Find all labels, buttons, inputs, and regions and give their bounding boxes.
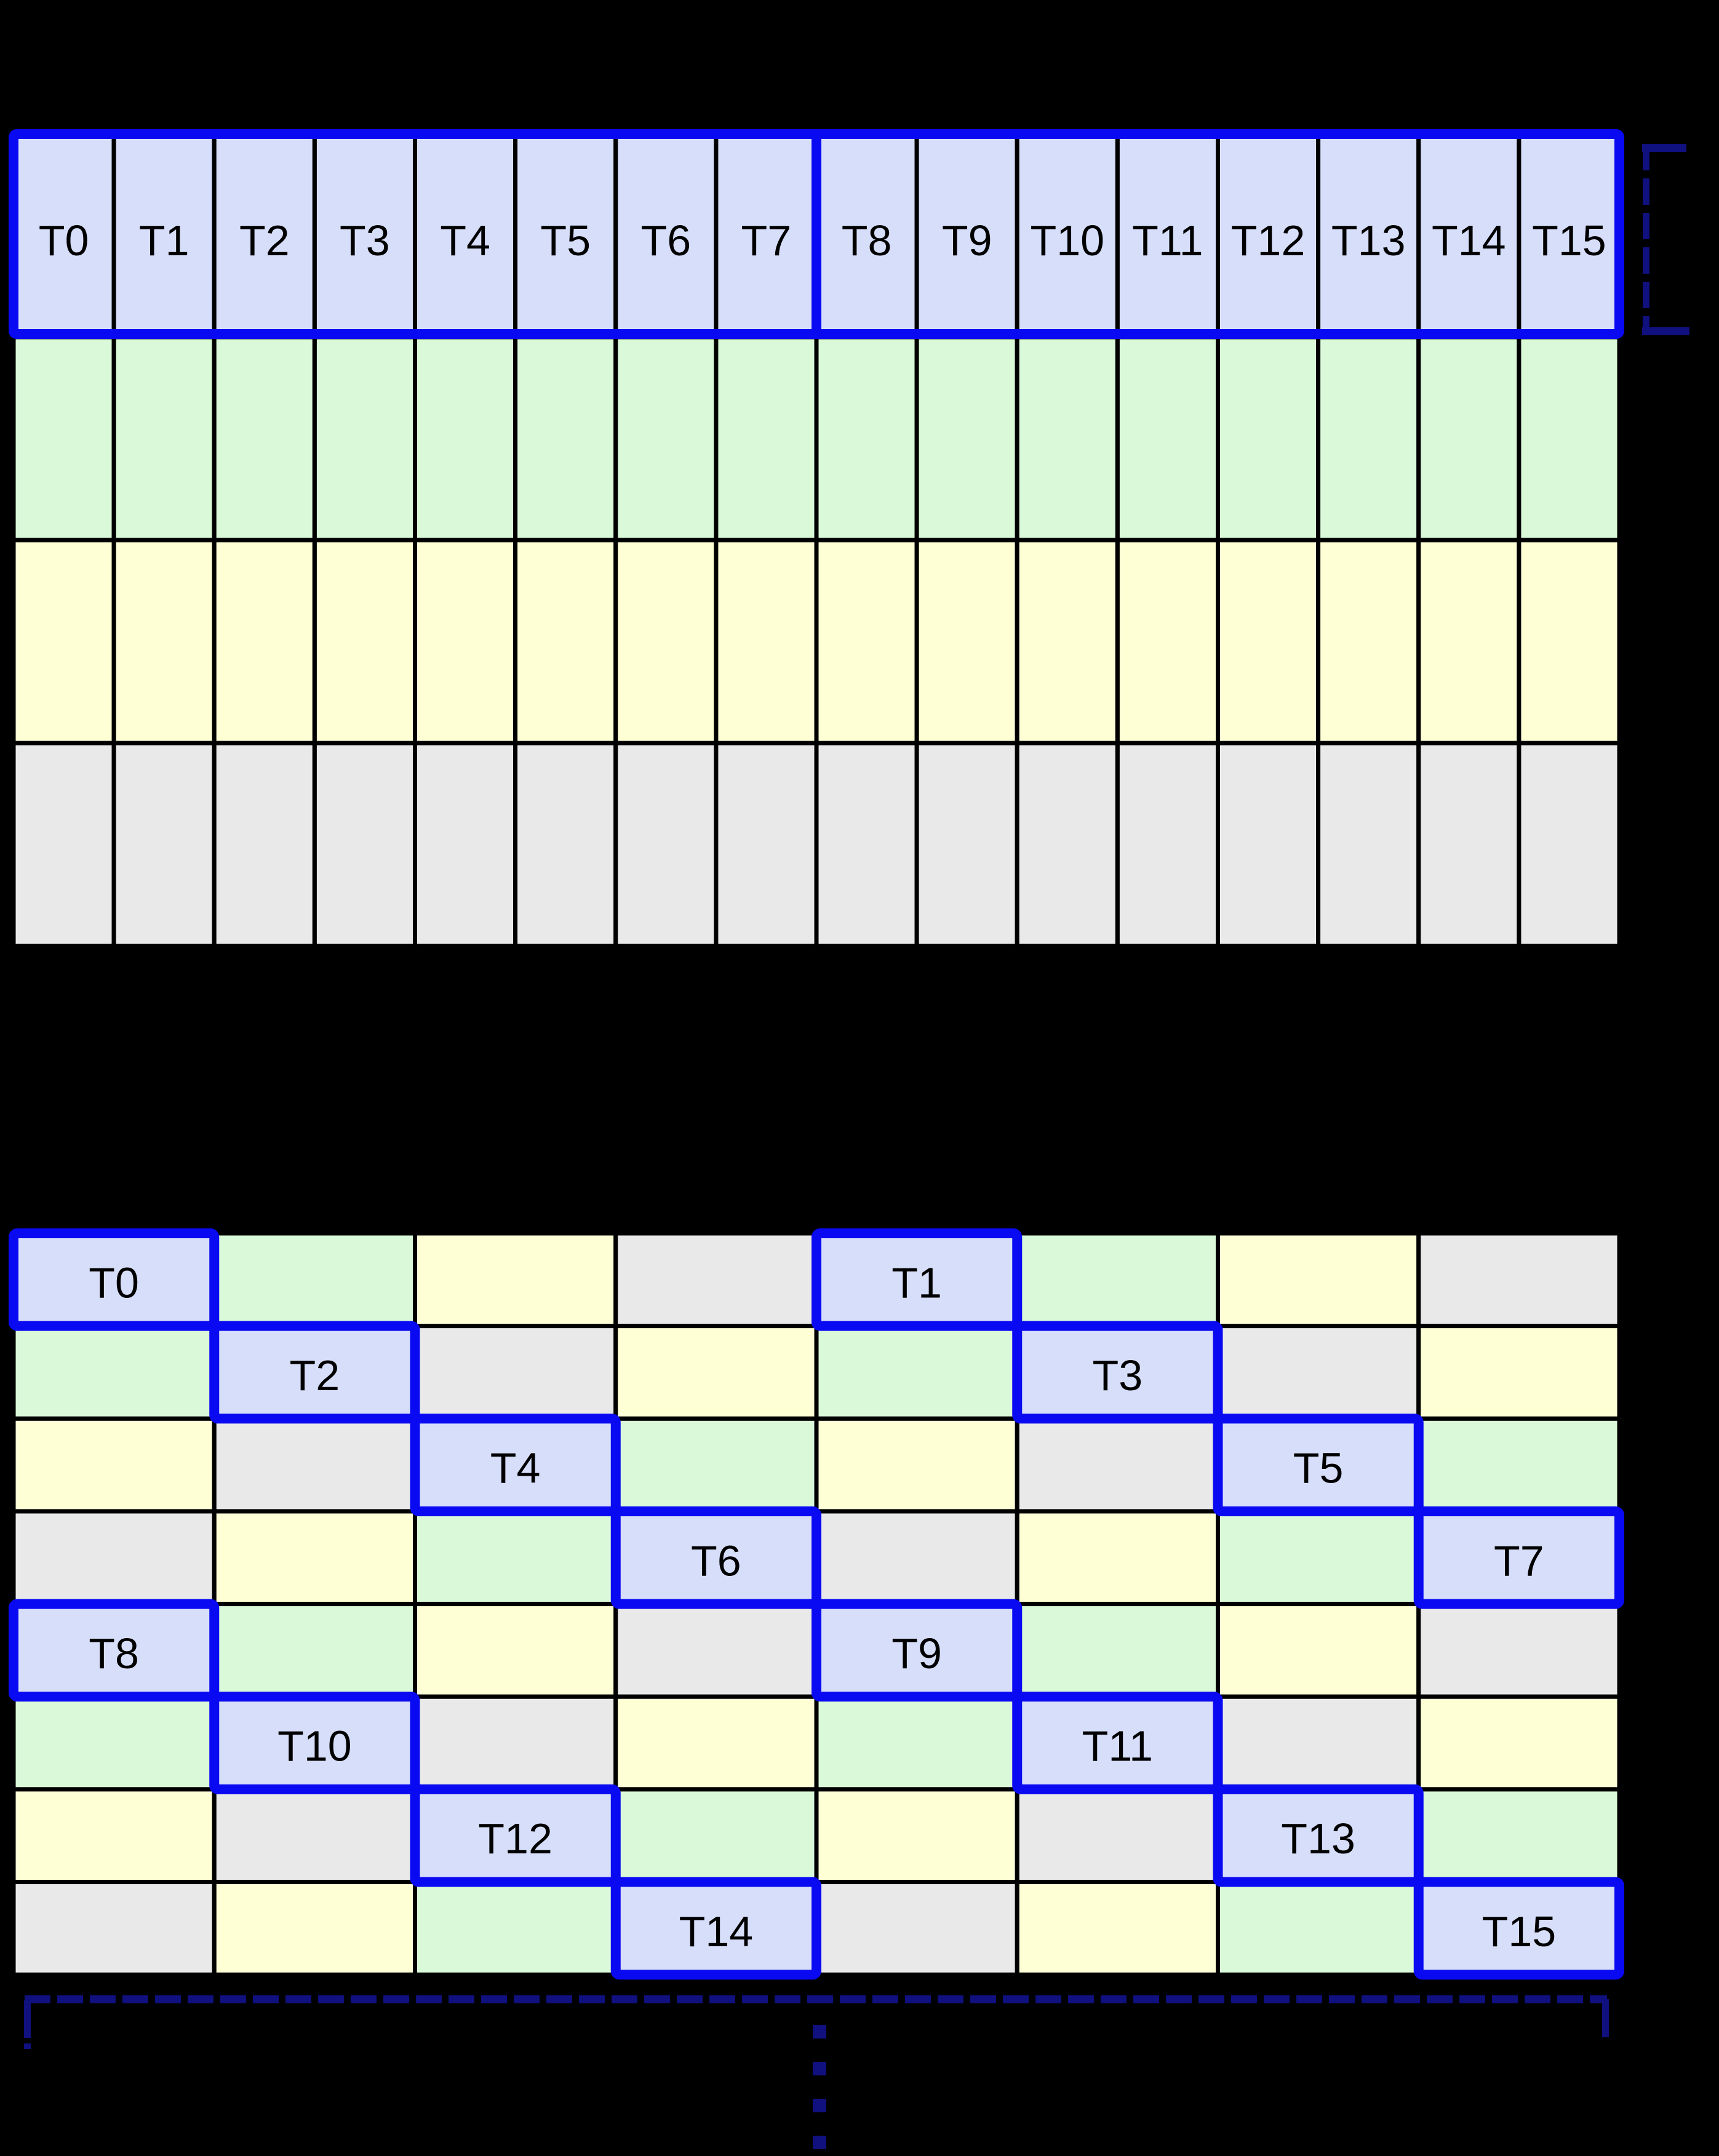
svg-text:T14: T14 <box>1432 217 1506 265</box>
svg-text:T13: T13 <box>1331 217 1406 265</box>
svg-text:T12: T12 <box>478 1815 552 1863</box>
svg-text:T2: T2 <box>290 1351 340 1399</box>
svg-text:T9: T9 <box>891 1629 942 1677</box>
svg-text:T11: T11 <box>1082 1722 1153 1770</box>
svg-text:T0: T0 <box>39 217 89 265</box>
svg-text:T14: T14 <box>679 1907 754 1955</box>
svg-text:T4: T4 <box>490 1444 541 1492</box>
svg-text:T12: T12 <box>1231 217 1306 265</box>
svg-text:T2: T2 <box>239 217 290 265</box>
svg-text:T6: T6 <box>691 1537 741 1585</box>
svg-text:T11: T11 <box>1132 217 1203 265</box>
svg-text:T13: T13 <box>1281 1815 1355 1863</box>
svg-text:T10: T10 <box>1030 217 1104 265</box>
svg-text:T8: T8 <box>89 1629 139 1677</box>
svg-text:T10: T10 <box>277 1722 352 1770</box>
svg-text:T4: T4 <box>440 217 490 265</box>
svg-text:T3: T3 <box>340 217 390 265</box>
svg-text:T7: T7 <box>1494 1537 1544 1585</box>
svg-text:T8: T8 <box>842 217 892 265</box>
svg-text:T9: T9 <box>942 217 992 265</box>
svg-text:T6: T6 <box>640 217 691 265</box>
svg-text:T15: T15 <box>1532 217 1606 265</box>
svg-text:T1: T1 <box>891 1259 942 1307</box>
svg-text:T0: T0 <box>89 1259 139 1307</box>
svg-text:T3: T3 <box>1093 1351 1143 1399</box>
svg-text:T1: T1 <box>139 217 189 265</box>
svg-text:T15: T15 <box>1482 1907 1557 1955</box>
svg-text:T5: T5 <box>1293 1444 1344 1492</box>
svg-text:T7: T7 <box>741 217 792 265</box>
svg-text:T5: T5 <box>540 217 591 265</box>
